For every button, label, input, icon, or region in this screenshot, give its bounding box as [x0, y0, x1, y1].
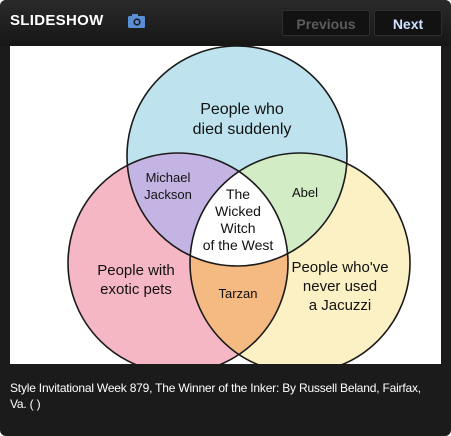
slide-image: People who died suddenly Michael Jackson… — [10, 46, 441, 364]
label-wicked-witch-4: of the West — [203, 237, 274, 253]
label-jacuzzi-3: a Jacuzzi — [309, 297, 372, 314]
label-jacuzzi-1: People who've — [291, 259, 388, 276]
slide-caption: Style Invitational Week 879, The Winner … — [10, 381, 421, 411]
label-exotic-pets-1: People with — [97, 262, 175, 279]
label-wicked-witch-1: The — [226, 186, 250, 202]
next-button[interactable]: Next — [374, 10, 442, 36]
label-wicked-witch-3: Witch — [221, 220, 256, 236]
label-michael-jackson-1: Michael — [146, 170, 191, 185]
region-center — [190, 153, 288, 266]
label-exotic-pets-2: exotic pets — [100, 281, 172, 298]
camera-icon — [128, 14, 145, 28]
label-michael-jackson-2: Jackson — [144, 187, 192, 202]
venn-diagram: People who died suddenly Michael Jackson… — [67, 46, 411, 364]
previous-button[interactable]: Previous — [282, 10, 370, 36]
label-jacuzzi-2: never used — [303, 278, 377, 295]
label-died-suddenly-2: died suddenly — [193, 121, 292, 138]
slideshow-header: SLIDESHOW Previous Next — [0, 0, 451, 46]
label-died-suddenly-1: People who — [200, 101, 284, 118]
label-tarzan: Tarzan — [218, 286, 257, 301]
slideshow-title: SLIDESHOW — [10, 12, 104, 29]
label-wicked-witch-2: Wicked — [215, 203, 261, 219]
label-abel: Abel — [292, 185, 318, 200]
